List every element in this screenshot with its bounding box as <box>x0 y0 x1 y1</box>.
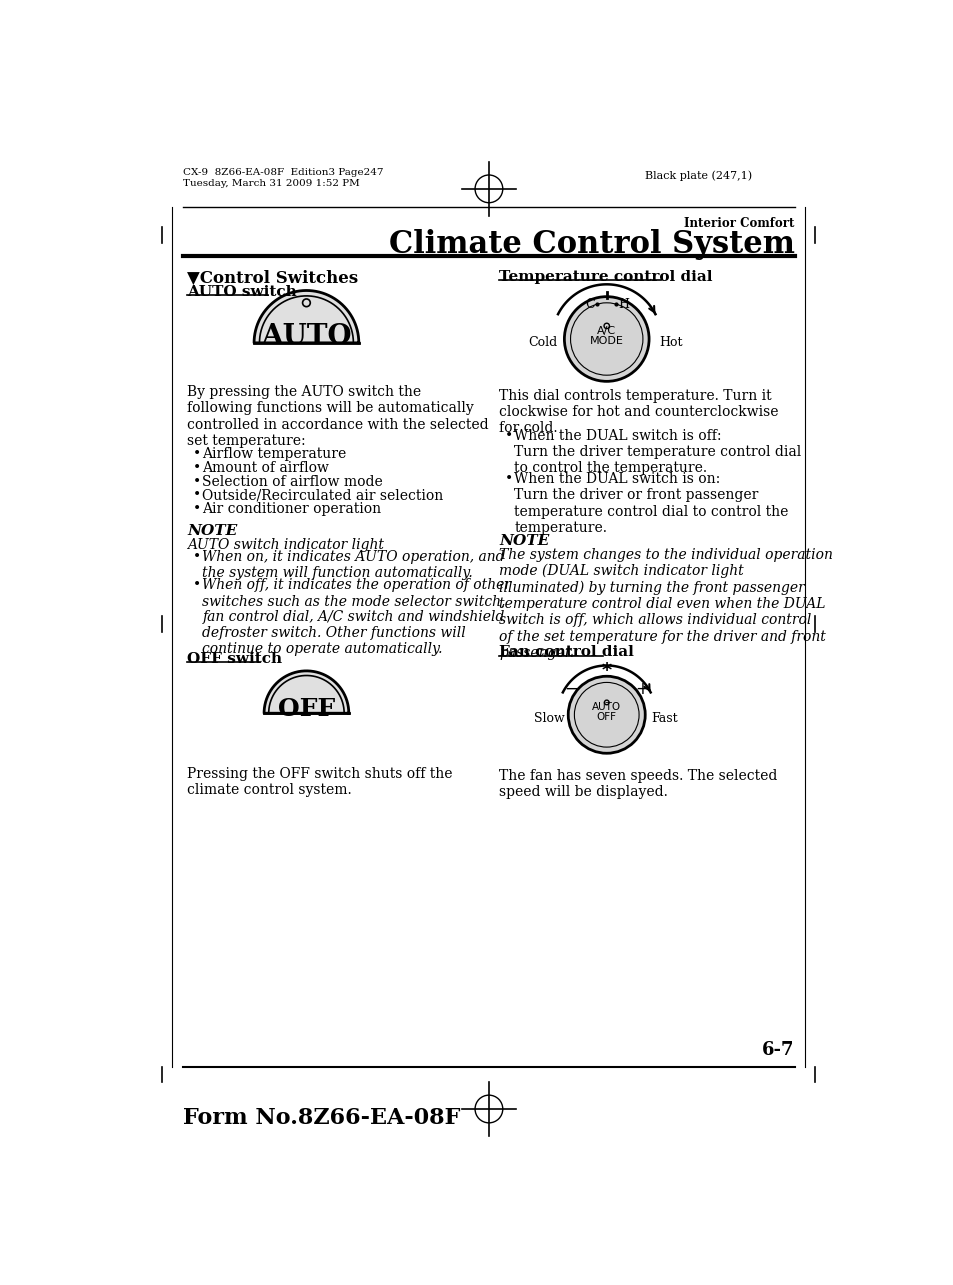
Text: NOTE: NOTE <box>498 533 549 547</box>
Text: Fan control dial: Fan control dial <box>498 645 633 659</box>
Text: CX-9  8Z66-EA-08F  Edition3 Page247: CX-9 8Z66-EA-08F Edition3 Page247 <box>183 168 383 177</box>
Text: AUTO switch: AUTO switch <box>187 285 296 299</box>
Text: Tuesday, March 31 2009 1:52 PM: Tuesday, March 31 2009 1:52 PM <box>183 179 359 188</box>
Text: •: • <box>193 447 201 461</box>
Text: This dial controls temperature. Turn it
clockwise for hot and counterclockwise
f: This dial controls temperature. Turn it … <box>498 389 778 436</box>
Text: −: − <box>564 680 578 698</box>
Text: AUTO switch indicator light: AUTO switch indicator light <box>187 537 384 551</box>
Text: Cold: Cold <box>528 337 557 350</box>
Text: •: • <box>193 502 201 517</box>
Text: C: C <box>584 298 594 311</box>
Text: Black plate (247,1): Black plate (247,1) <box>644 171 752 181</box>
Text: Selection of airflow mode: Selection of airflow mode <box>202 474 383 488</box>
Text: 6-7: 6-7 <box>761 1041 794 1059</box>
Text: •: • <box>193 460 201 474</box>
Text: When on, it indicates AUTO operation, and
the system will function automatically: When on, it indicates AUTO operation, an… <box>202 550 504 581</box>
Text: Slow: Slow <box>533 712 564 725</box>
Text: When the DUAL switch is off:
Turn the driver temperature control dial
to control: When the DUAL switch is off: Turn the dr… <box>514 429 801 475</box>
Text: MODE: MODE <box>589 335 623 346</box>
Text: •: • <box>193 474 201 488</box>
Text: Climate Control System: Climate Control System <box>388 229 794 260</box>
Polygon shape <box>264 671 349 713</box>
Text: +: + <box>635 680 648 698</box>
Text: •: • <box>193 578 201 591</box>
Text: AUTO: AUTO <box>261 324 352 351</box>
Text: Airflow temperature: Airflow temperature <box>202 447 346 461</box>
Text: Hot: Hot <box>659 337 681 350</box>
Text: Pressing the OFF switch shuts off the
climate control system.: Pressing the OFF switch shuts off the cl… <box>187 767 452 797</box>
Text: Amount of airflow: Amount of airflow <box>202 460 329 474</box>
Text: AUTO: AUTO <box>592 702 620 712</box>
Text: ▼Control Switches: ▼Control Switches <box>187 270 357 287</box>
Text: •: • <box>504 472 513 486</box>
Text: •: • <box>193 550 201 564</box>
Text: Fast: Fast <box>651 712 677 725</box>
Text: Temperature control dial: Temperature control dial <box>498 270 712 284</box>
Text: *: * <box>601 660 611 680</box>
Text: Interior Comfort: Interior Comfort <box>683 217 794 230</box>
Text: Outside/Recirculated air selection: Outside/Recirculated air selection <box>202 488 443 502</box>
Circle shape <box>564 297 648 380</box>
Text: OFF switch: OFF switch <box>187 651 282 666</box>
Polygon shape <box>253 290 358 343</box>
Text: The system changes to the individual operation
mode (DUAL switch indicator light: The system changes to the individual ope… <box>498 547 832 659</box>
Text: By pressing the AUTO switch the
following functions will be automatically
contro: By pressing the AUTO switch the followin… <box>187 386 488 447</box>
Text: Form No.8Z66-EA-08F: Form No.8Z66-EA-08F <box>183 1108 460 1130</box>
Text: When the DUAL switch is on:
Turn the driver or front passenger
temperature contr: When the DUAL switch is on: Turn the dri… <box>514 472 788 535</box>
Text: When off, it indicates the operation of other
switches such as the mode selector: When off, it indicates the operation of … <box>202 578 511 657</box>
Text: •: • <box>193 488 201 502</box>
Text: The fan has seven speeds. The selected
speed will be displayed.: The fan has seven speeds. The selected s… <box>498 768 777 799</box>
Text: H: H <box>618 298 629 311</box>
Text: OFF: OFF <box>277 698 335 721</box>
Text: OFF: OFF <box>597 712 616 722</box>
Text: NOTE: NOTE <box>187 524 237 538</box>
Text: Air conditioner operation: Air conditioner operation <box>202 502 381 517</box>
Circle shape <box>568 677 644 753</box>
Text: •: • <box>504 429 513 443</box>
Text: A/C: A/C <box>597 326 616 335</box>
